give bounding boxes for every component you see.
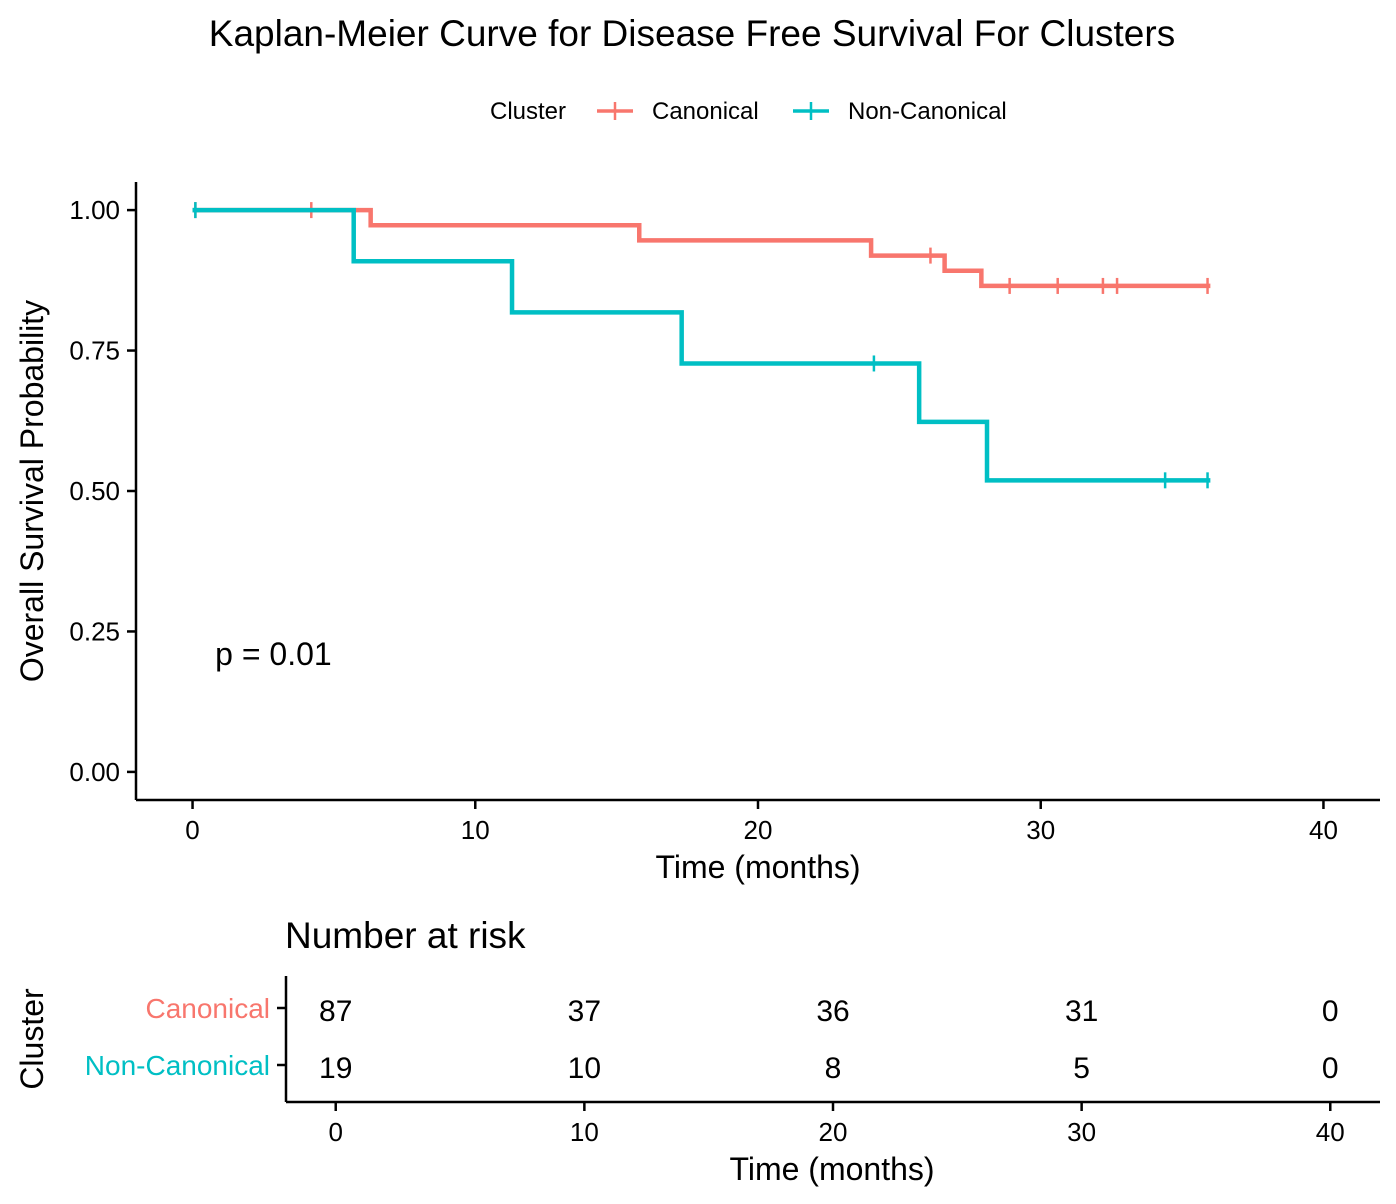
x-tick-label: 0 (185, 815, 199, 845)
risk-count: 0 (1322, 995, 1339, 1028)
risk-row-label: Canonical (145, 993, 270, 1024)
risk-count: 87 (319, 995, 352, 1028)
risk-x-tick-label: 10 (570, 1117, 599, 1147)
risk-table-title: Number at risk (285, 915, 526, 956)
x-tick-label: 10 (461, 815, 490, 845)
legend-label-canonical: Canonical (652, 98, 759, 125)
x-tick-label: 40 (1309, 815, 1338, 845)
risk-count: 0 (1322, 1052, 1339, 1085)
chart-title: Kaplan-Meier Curve for Disease Free Surv… (209, 13, 1175, 54)
y-tick-label: 0.50 (69, 476, 120, 506)
risk-count: 8 (825, 1052, 842, 1085)
risk-x-tick-label: 0 (328, 1117, 342, 1147)
x-axis-label: Time (months) (655, 849, 860, 885)
risk-count: 10 (568, 1052, 601, 1085)
survival-curve-non-canonical (192, 207, 1211, 483)
legend-label-non-canonical: Non-Canonical (848, 98, 1007, 125)
y-tick-label: 1.00 (69, 195, 120, 225)
risk-x-tick-label: 20 (819, 1117, 848, 1147)
survival-curve-canonical (192, 207, 1211, 289)
risk-count: 5 (1073, 1052, 1090, 1085)
risk-x-axis-label: Time (months) (729, 1151, 934, 1187)
risk-count: 37 (568, 995, 601, 1028)
x-ticks: 0 10 20 30 40 (185, 800, 1338, 845)
survival-curves (192, 202, 1211, 489)
risk-count: 31 (1065, 995, 1098, 1028)
risk-row-label: Non-Canonical (85, 1050, 270, 1081)
risk-count: 36 (816, 995, 849, 1028)
legend-key-non-canonical (793, 102, 829, 120)
legend-key-canonical (597, 102, 633, 120)
risk-rows: Canonical 87 37 36 31 0 Non-Canonical 19 10 8 5 0 (85, 993, 1339, 1085)
p-value-annotation: p = 0.01 (215, 636, 332, 672)
y-ticks: 0.00 0.25 0.50 0.75 1.00 (69, 195, 136, 787)
x-tick-label: 30 (1026, 815, 1055, 845)
legend-title: Cluster (490, 98, 566, 125)
y-axis-label: Overall Survival Probability (14, 300, 50, 682)
risk-x-tick-label: 30 (1067, 1117, 1096, 1147)
y-tick-label: 0.25 (69, 616, 120, 646)
y-tick-label: 0.00 (69, 757, 120, 787)
risk-x-tick-label: 40 (1316, 1117, 1345, 1147)
y-tick-label: 0.75 (69, 336, 120, 366)
risk-y-axis-label: Cluster (14, 988, 50, 1090)
risk-count: 19 (319, 1052, 352, 1085)
risk-x-ticks: 0 10 20 30 40 (328, 1102, 1345, 1147)
legend: Cluster Canonical Non-Canonical (490, 98, 1007, 125)
x-tick-label: 20 (744, 815, 773, 845)
